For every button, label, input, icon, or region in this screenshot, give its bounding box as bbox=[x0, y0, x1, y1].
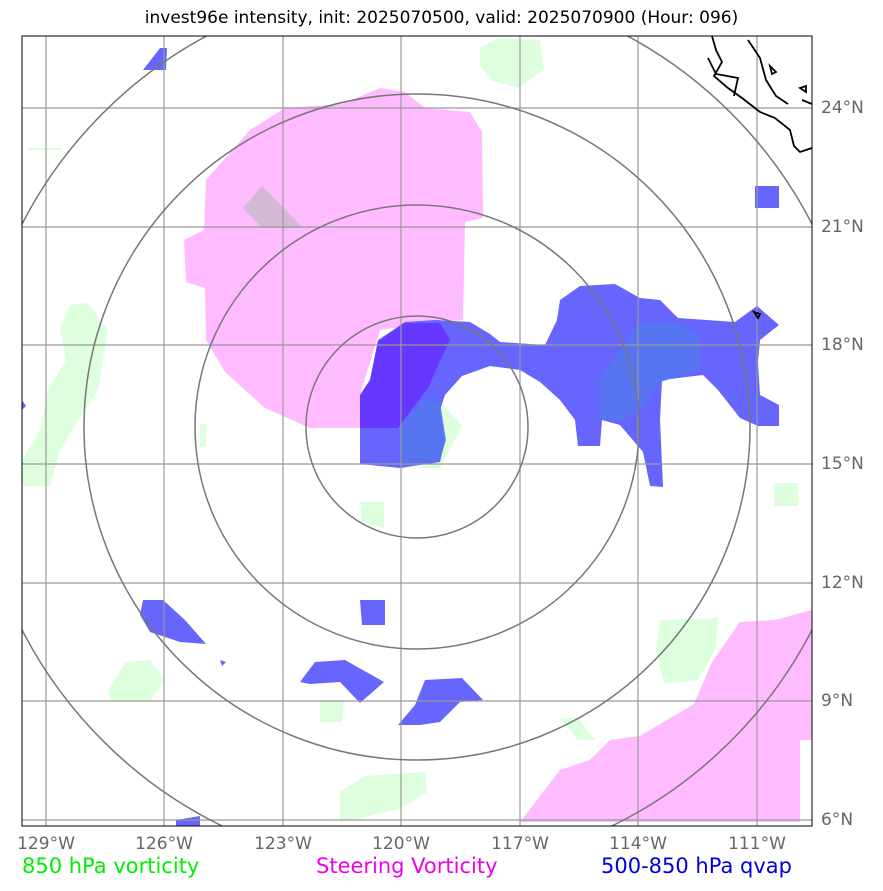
lon-label: 129°W bbox=[17, 834, 75, 854]
gridlines bbox=[22, 36, 812, 826]
range-rings bbox=[22, 36, 812, 826]
lon-label: 117°W bbox=[491, 834, 549, 854]
lat-label: 21°N bbox=[821, 217, 864, 237]
lat-label: 6°N bbox=[821, 810, 854, 830]
steering-vorticity-layer bbox=[184, 88, 812, 822]
lat-label: 18°N bbox=[821, 335, 864, 355]
legend-steering-vorticity: Steering Vorticity bbox=[316, 854, 498, 878]
qvap-vort-overlap-2 bbox=[398, 400, 446, 468]
lat-label: 15°N bbox=[821, 454, 864, 474]
lat-label: 24°N bbox=[821, 98, 864, 118]
range-ring-3 bbox=[83, 93, 751, 761]
lat-label: 12°N bbox=[821, 573, 864, 593]
legend-vorticity-850: 850 hPa vorticity bbox=[22, 854, 200, 878]
range-ring-1 bbox=[305, 315, 529, 539]
range-ring-2 bbox=[194, 204, 640, 650]
map-title: invest96e intensity, init: 2025070500, v… bbox=[144, 8, 739, 28]
lon-label: 120°W bbox=[372, 834, 430, 854]
qvap-steering-overlap bbox=[360, 323, 450, 428]
lat-label: 9°N bbox=[821, 691, 854, 711]
qvap-vort-overlap bbox=[600, 322, 700, 420]
lon-label: 111°W bbox=[728, 834, 786, 854]
lon-label: 114°W bbox=[609, 834, 667, 854]
map-frame bbox=[21, 35, 813, 827]
grey-patch bbox=[243, 186, 303, 228]
lon-label: 123°W bbox=[254, 834, 312, 854]
coastline bbox=[707, 36, 812, 320]
lon-label: 126°W bbox=[135, 834, 193, 854]
legend-qvap: 500-850 hPa qvap bbox=[601, 854, 792, 878]
